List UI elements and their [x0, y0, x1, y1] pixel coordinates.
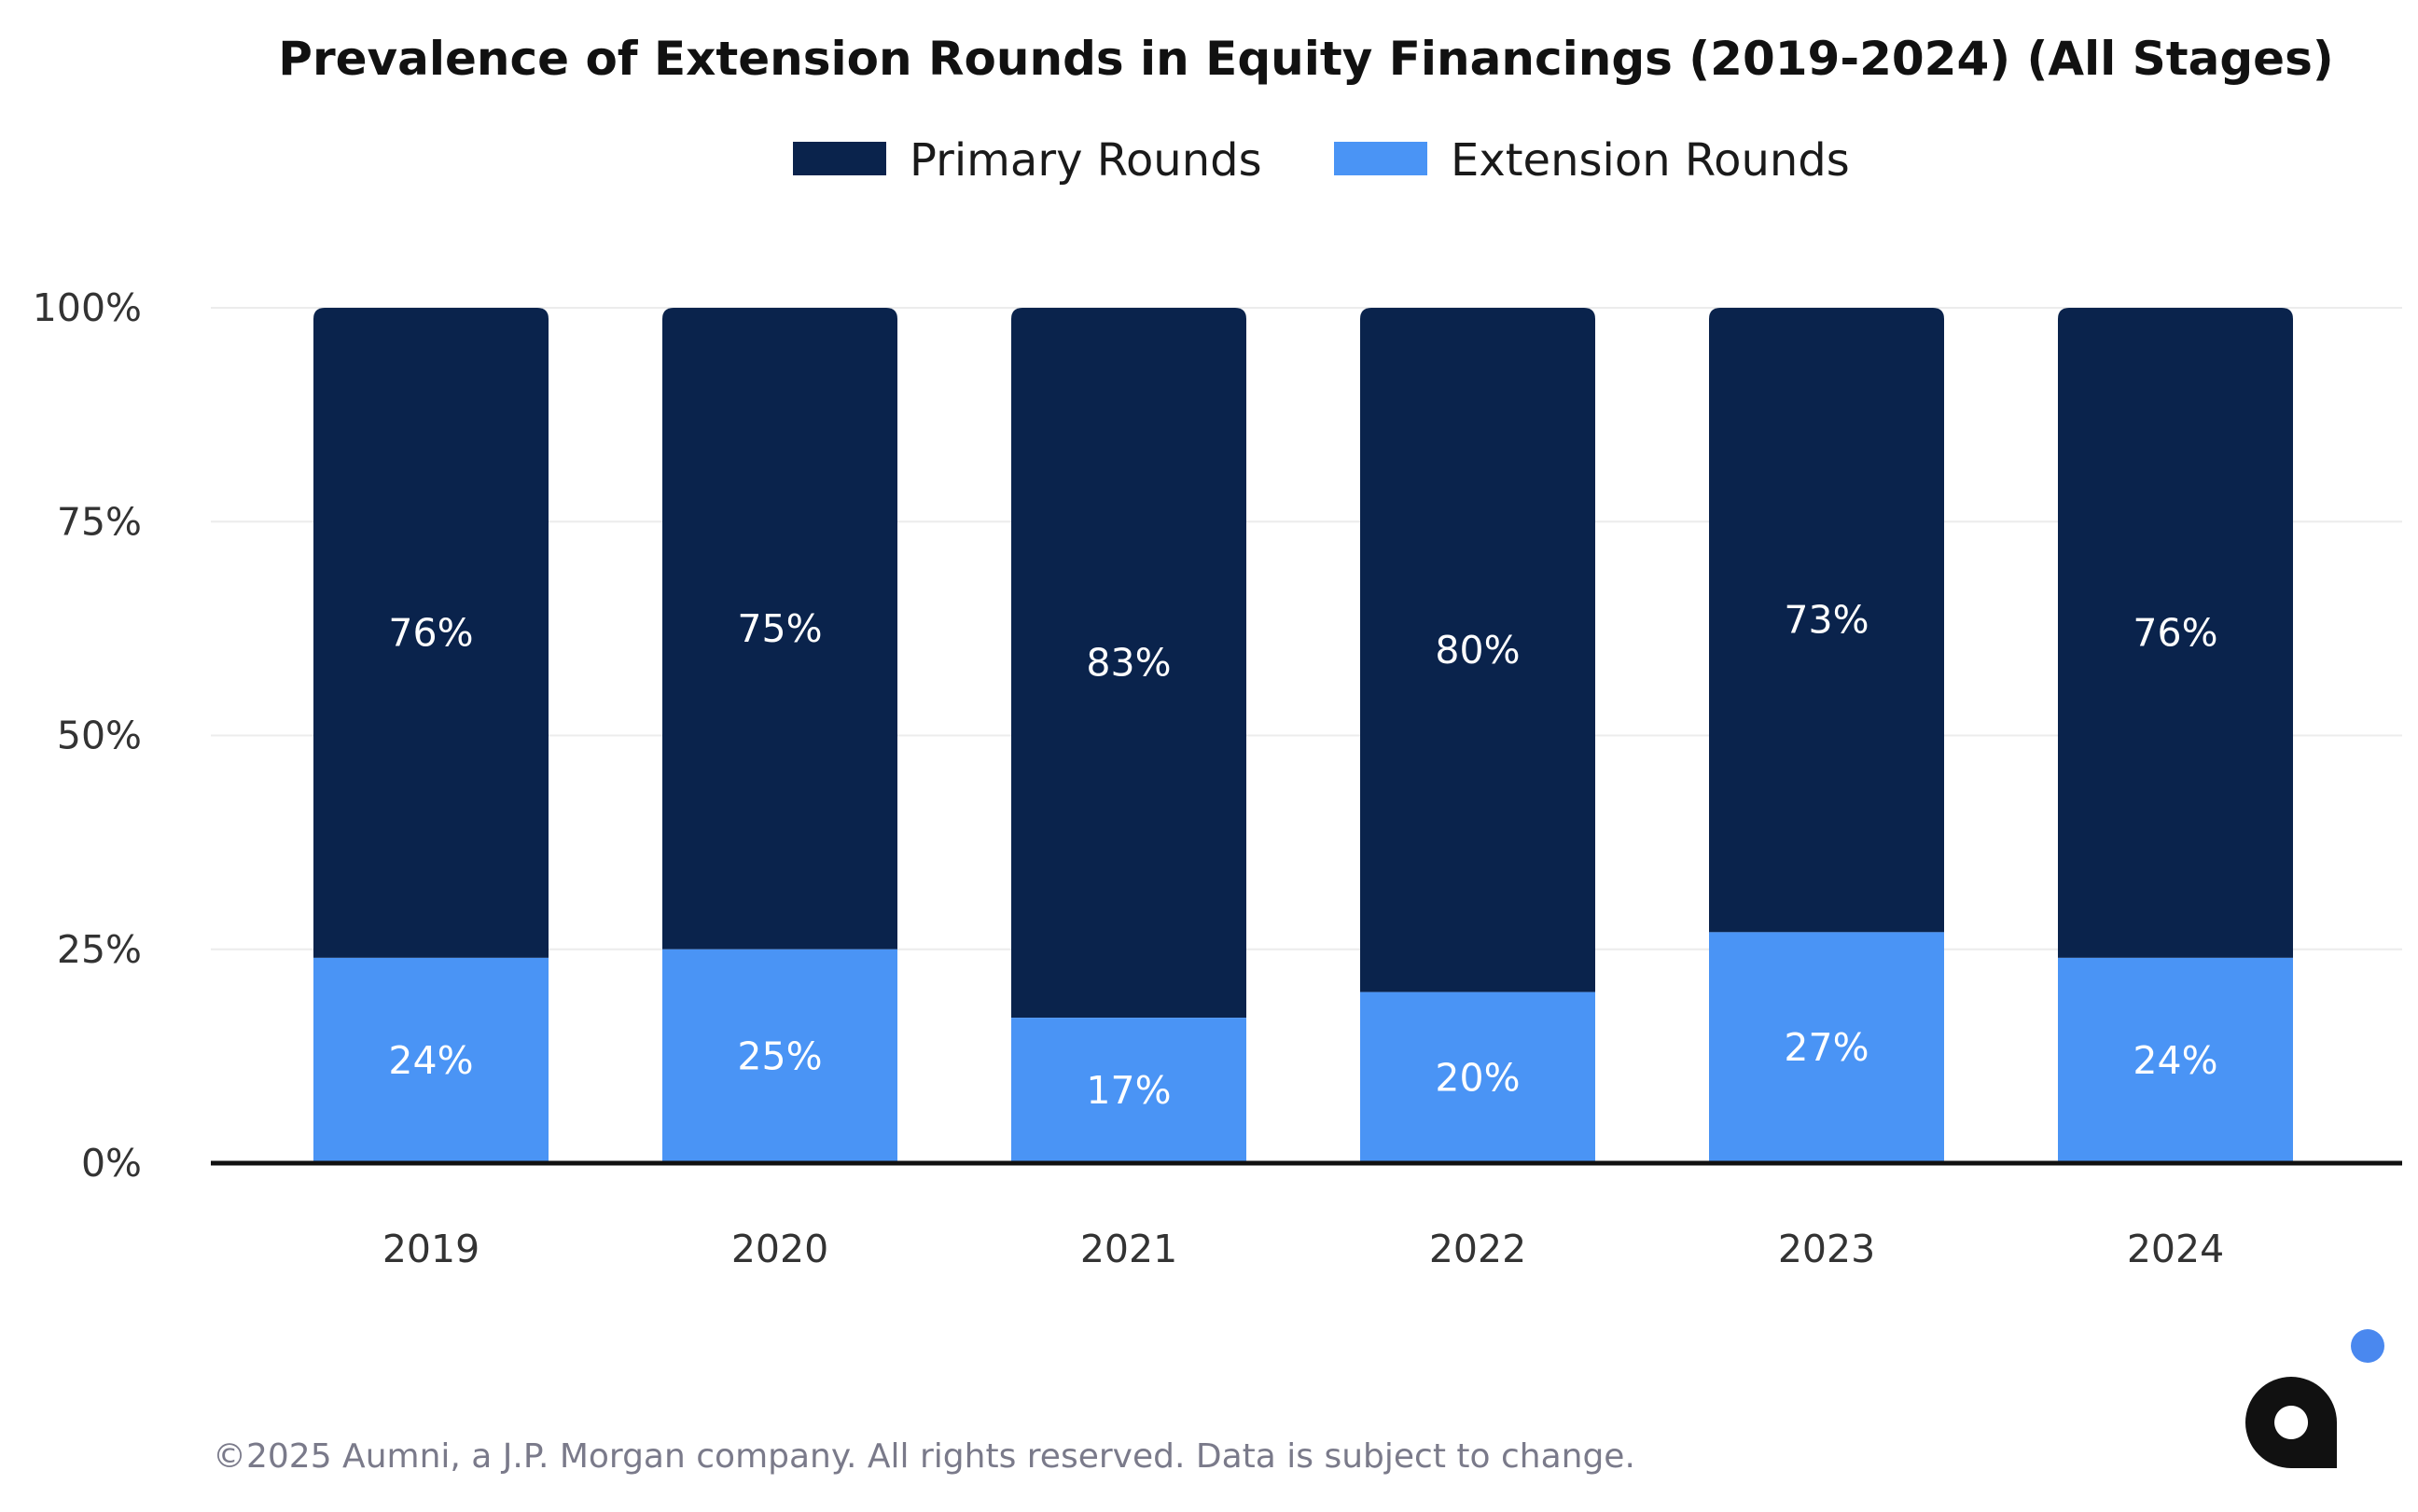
logo-letter-a — [2245, 1377, 2337, 1468]
bar-extension-rounds — [2058, 957, 2293, 1163]
bar-extension-rounds — [662, 949, 897, 1163]
y-tick-label: 25% — [57, 927, 142, 972]
bar-primary-rounds — [2058, 308, 2293, 958]
data-labels: 76% 24% 75% 25% 83% 17% 80% 20% 73% 27% 76% 24% — [388, 598, 2217, 1113]
logo-dot — [2351, 1329, 2384, 1363]
bars — [313, 308, 2293, 1163]
x-tick-label: 2020 — [731, 1227, 828, 1271]
data-label-primary: 83% — [1086, 641, 1171, 686]
legend-label-extension-rounds: Extension Rounds — [1451, 134, 1850, 187]
bar-extension-rounds — [313, 957, 549, 1163]
bar-primary-rounds — [313, 308, 549, 958]
bar-extension-rounds — [1709, 932, 1944, 1163]
x-tick-label: 2023 — [1778, 1227, 1875, 1271]
data-label-primary: 73% — [1784, 598, 1869, 643]
x-tick-label: 2019 — [382, 1227, 479, 1271]
x-tick-label: 2021 — [1080, 1227, 1177, 1271]
y-tick-label: 50% — [57, 714, 142, 758]
bar-primary-rounds — [662, 308, 897, 950]
bar-extension-rounds — [1360, 992, 1595, 1163]
data-label-primary: 76% — [2133, 610, 2217, 655]
data-label-extension: 20% — [1435, 1055, 1520, 1100]
legend-label-primary-rounds: Primary Rounds — [910, 134, 1262, 187]
y-tick-label: 0% — [81, 1141, 142, 1186]
legend: Primary Rounds Extension Rounds — [793, 134, 1850, 187]
bar-extension-rounds — [1011, 1018, 1246, 1163]
x-tick-label: 2022 — [1429, 1227, 1526, 1271]
chart-title: Prevalence of Extension Rounds in Equity… — [278, 32, 2333, 86]
legend-swatch-extension-rounds — [1334, 142, 1427, 175]
data-label-primary: 75% — [737, 606, 822, 651]
legend-swatch-primary-rounds — [793, 142, 886, 175]
x-axis-ticks: 2019 2020 2021 2022 2023 2024 — [382, 1227, 2224, 1271]
data-label-extension: 25% — [737, 1033, 822, 1078]
aumni-logo-icon — [2245, 1329, 2384, 1468]
copyright-footer: ©2025 Aumni, a J.P. Morgan company. All … — [213, 1437, 1635, 1476]
data-label-extension: 24% — [2133, 1038, 2217, 1083]
data-label-extension: 27% — [1784, 1025, 1869, 1070]
x-tick-label: 2024 — [2127, 1227, 2224, 1271]
bar-primary-rounds — [1709, 308, 1944, 933]
y-tick-label: 75% — [57, 499, 142, 544]
data-label-primary: 80% — [1435, 628, 1520, 673]
bar-primary-rounds — [1011, 308, 1246, 1019]
data-label-primary: 76% — [388, 610, 473, 655]
data-label-extension: 17% — [1086, 1068, 1171, 1113]
gridlines — [211, 307, 2402, 950]
y-axis-ticks: 0% 25% 50% 75% 100% — [33, 285, 142, 1186]
bar-primary-rounds — [1360, 308, 1595, 992]
data-label-extension: 24% — [388, 1038, 473, 1083]
y-tick-label: 100% — [33, 285, 142, 330]
